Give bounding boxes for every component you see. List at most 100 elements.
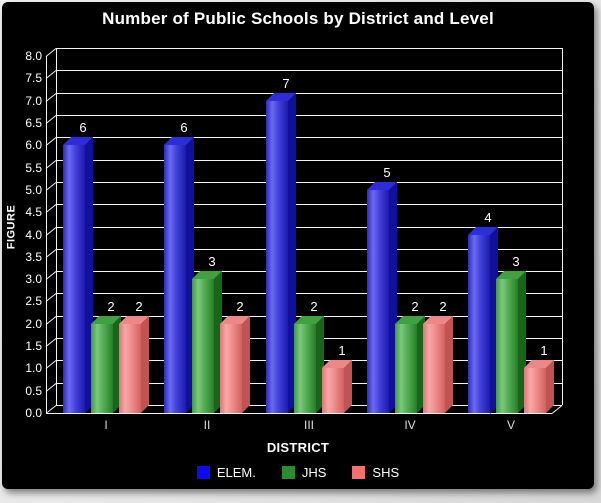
x-tick-label: I — [104, 418, 108, 432]
y-tick-label: 5.5 — [25, 160, 42, 175]
gridline — [56, 48, 562, 49]
y-tick-label: 1.5 — [25, 339, 42, 354]
bar-shs-iv — [423, 323, 445, 413]
bar-side-shs-i — [141, 315, 149, 413]
legend-swatch — [352, 465, 366, 479]
bar-side-shs-ii — [242, 315, 250, 413]
y-tick-label: 5.0 — [25, 182, 42, 197]
bar-value-label: 2 — [107, 298, 115, 314]
bar-shs-i — [119, 323, 141, 413]
bar-elem-ii — [164, 145, 186, 413]
y-tick-label: 7.0 — [25, 93, 42, 108]
y-tick-label: 3.0 — [25, 272, 42, 287]
y-tick-label: 7.5 — [25, 71, 42, 86]
bar-jhs-iv — [395, 323, 417, 413]
gridline-wall-connector — [45, 382, 57, 392]
y-tick-label: 3.5 — [25, 249, 42, 264]
gridline — [56, 159, 562, 161]
legend-item-jhs: JHS — [281, 464, 327, 480]
legend-label: JHS — [301, 464, 327, 480]
bar-shs-iii — [322, 368, 344, 413]
x-axis-label: DISTRICT — [266, 440, 330, 455]
chart-title: Number of Public Schools by District and… — [102, 9, 494, 28]
gridline-wall-connector — [45, 226, 57, 236]
plot-frame-back-right — [562, 48, 563, 405]
legend-item-elem: ELEM. — [196, 464, 256, 480]
y-tick-label: 8.0 — [25, 49, 42, 63]
gridline-wall-connector — [45, 48, 57, 57]
gridline-wall-connector — [45, 92, 57, 102]
y-tick-label: 0.5 — [25, 383, 42, 398]
bar-value-label: 7 — [282, 75, 290, 91]
bar-elem-v — [468, 234, 490, 413]
x-tick-label: V — [506, 418, 515, 432]
y-tick-label: 6.0 — [25, 138, 42, 153]
gridline — [56, 293, 562, 295]
x-tick-label: II — [203, 418, 211, 432]
plot-area: 0.0 0.5 1.0 1.5 2.0 2.5 3.0 3.5 4.0 4.5 5.0 5.5 6.0 6… — [2, 2, 594, 489]
gridline — [56, 137, 562, 139]
bar-value-label: 1 — [338, 343, 346, 359]
bar-value-label: 6 — [79, 120, 87, 136]
x-tick-label: IV — [404, 418, 416, 432]
bar-elem-i — [63, 145, 85, 413]
gridline-wall-connector — [45, 70, 57, 80]
bar-value-label: 2 — [411, 298, 419, 314]
bar-value-label: 3 — [208, 254, 216, 270]
y-tick-label: 2.5 — [25, 294, 42, 309]
bar-jhs-iii — [294, 323, 316, 413]
bar-side-shs-iv — [445, 315, 453, 413]
gridline-wall-connector — [45, 204, 57, 214]
bar-value-label: 3 — [512, 254, 520, 270]
plot-frame-back-left — [56, 48, 57, 405]
gridline-wall-connector — [45, 181, 57, 191]
y-axis-label: FIGURE — [5, 204, 17, 249]
plot-floor-corner — [551, 405, 563, 414]
bar-value-label: 2 — [310, 298, 318, 314]
bar-value-label: 2 — [135, 298, 143, 314]
gridline-wall-connector — [45, 159, 57, 169]
legend-label: SHS — [372, 464, 400, 480]
legend-label: ELEM. — [216, 464, 256, 480]
y-tick-label: 4.5 — [25, 205, 42, 220]
y-axis-label-wrap: FIGURE — [2, 48, 20, 405]
gridline — [56, 271, 562, 273]
plot-frame-front-left — [46, 56, 47, 413]
gridline — [56, 92, 562, 94]
y-tick-label: 4.0 — [25, 227, 42, 242]
bar-shs-v — [524, 368, 546, 413]
gridline — [56, 181, 562, 183]
chart-window: Number of Public Schools by District and… — [2, 2, 594, 489]
gridline-wall-connector — [45, 360, 57, 370]
x-tick-label: III — [303, 418, 314, 432]
gridline — [56, 70, 562, 72]
legend: ELEM. JHS SHS — [2, 463, 594, 481]
bar-jhs-i — [91, 323, 113, 413]
legend-swatch — [281, 465, 295, 479]
y-tick-label: 2.0 — [25, 316, 42, 331]
bar-value-label: 4 — [484, 209, 492, 225]
gridline — [56, 226, 562, 228]
bar-jhs-ii — [192, 279, 214, 413]
bar-jhs-v — [496, 279, 518, 413]
gridline-wall-connector — [45, 137, 57, 147]
bar-elem-iii — [266, 100, 288, 413]
bar-value-label: 2 — [439, 298, 447, 314]
gridline — [56, 204, 562, 206]
bar-side-shs-v — [546, 360, 554, 413]
bar-shs-ii — [220, 323, 242, 413]
y-tick-label: 6.5 — [25, 115, 42, 130]
y-tick-label: 0.0 — [25, 406, 42, 420]
bar-value-label: 2 — [236, 298, 244, 314]
gridline — [56, 114, 562, 116]
gridline-wall-connector — [45, 248, 57, 258]
bar-elem-iv — [367, 189, 389, 413]
gridline-wall-connector — [45, 315, 57, 325]
bar-value-label: 6 — [180, 120, 188, 136]
gridline — [56, 248, 562, 250]
bar-value-label: 1 — [540, 343, 548, 359]
bar-value-label: 5 — [383, 164, 391, 180]
legend-swatch — [196, 465, 210, 479]
gridline-wall-connector — [45, 271, 57, 281]
plot-floor-front — [46, 413, 552, 414]
